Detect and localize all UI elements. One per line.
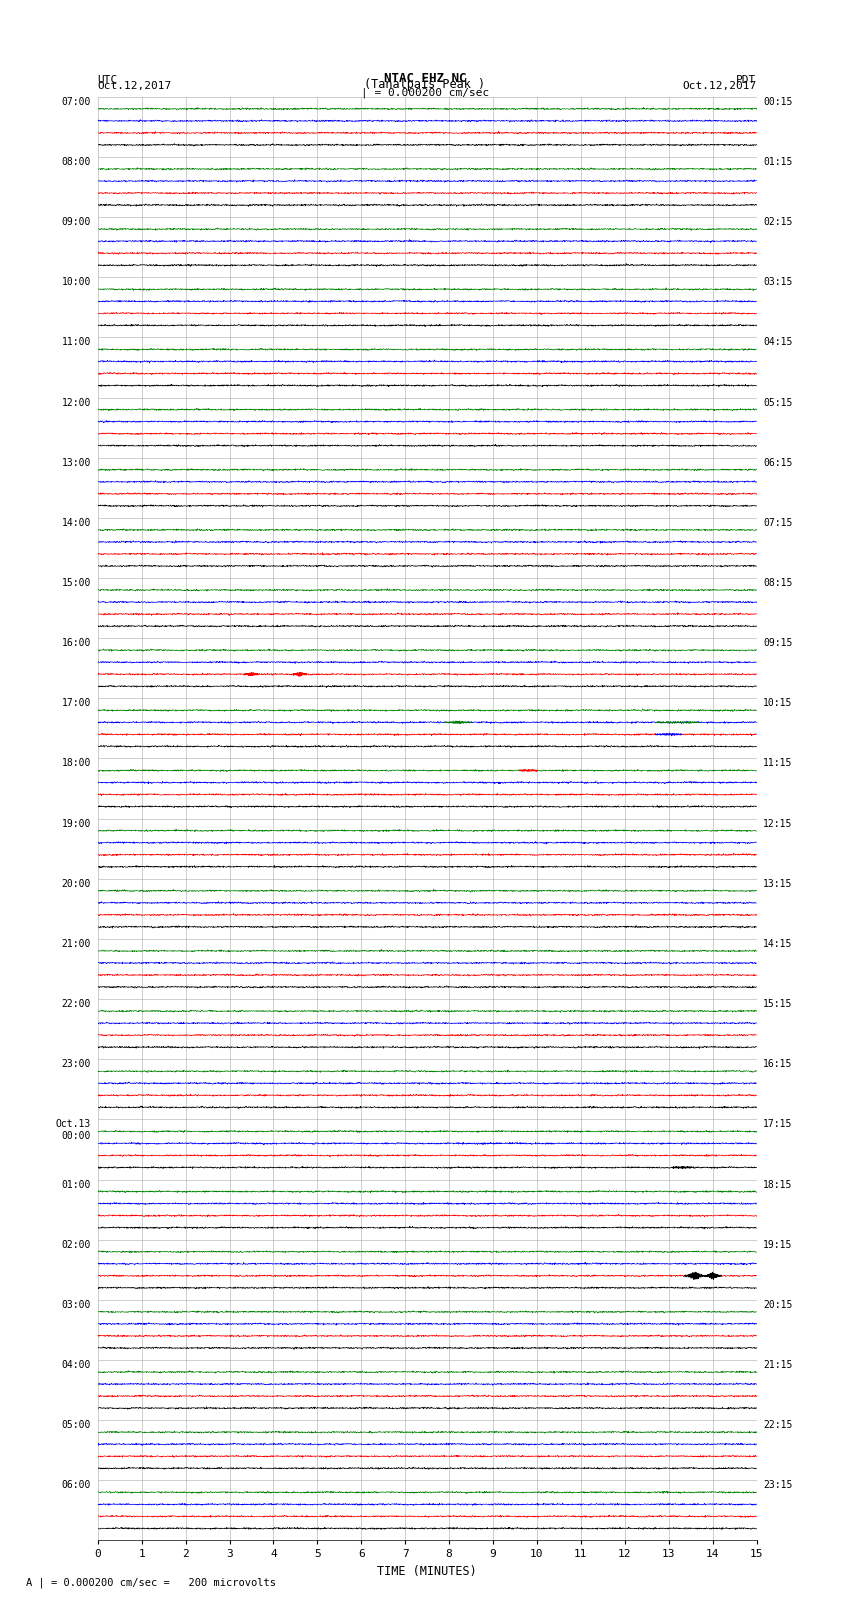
X-axis label: TIME (MINUTES): TIME (MINUTES): [377, 1565, 477, 1578]
Text: 17:00: 17:00: [62, 698, 91, 708]
Text: 16:00: 16:00: [62, 639, 91, 648]
Text: A | = 0.000200 cm/sec =   200 microvolts: A | = 0.000200 cm/sec = 200 microvolts: [26, 1578, 275, 1589]
Text: 15:15: 15:15: [763, 998, 792, 1010]
Text: 01:15: 01:15: [763, 156, 792, 166]
Text: NTAC EHZ NC: NTAC EHZ NC: [383, 71, 467, 84]
Text: 04:00: 04:00: [62, 1360, 91, 1369]
Text: 14:15: 14:15: [763, 939, 792, 948]
Text: 02:15: 02:15: [763, 218, 792, 227]
Text: 23:15: 23:15: [763, 1481, 792, 1490]
Text: 19:00: 19:00: [62, 819, 91, 829]
Text: 21:00: 21:00: [62, 939, 91, 948]
Text: 14:00: 14:00: [62, 518, 91, 527]
Text: 05:15: 05:15: [763, 397, 792, 408]
Text: | = 0.000200 cm/sec: | = 0.000200 cm/sec: [361, 87, 489, 97]
Text: 18:00: 18:00: [62, 758, 91, 768]
Text: 23:00: 23:00: [62, 1060, 91, 1069]
Text: 03:00: 03:00: [62, 1300, 91, 1310]
Text: 10:15: 10:15: [763, 698, 792, 708]
Text: 11:15: 11:15: [763, 758, 792, 768]
Text: 01:00: 01:00: [62, 1179, 91, 1189]
Text: 08:00: 08:00: [62, 156, 91, 166]
Text: 11:00: 11:00: [62, 337, 91, 347]
Text: 09:15: 09:15: [763, 639, 792, 648]
Text: 10:00: 10:00: [62, 277, 91, 287]
Text: 18:15: 18:15: [763, 1179, 792, 1189]
Text: 08:15: 08:15: [763, 577, 792, 589]
Text: 06:15: 06:15: [763, 458, 792, 468]
Text: 15:00: 15:00: [62, 577, 91, 589]
Text: 13:15: 13:15: [763, 879, 792, 889]
Text: 04:15: 04:15: [763, 337, 792, 347]
Text: 16:15: 16:15: [763, 1060, 792, 1069]
Text: 06:00: 06:00: [62, 1481, 91, 1490]
Text: 20:00: 20:00: [62, 879, 91, 889]
Text: 12:15: 12:15: [763, 819, 792, 829]
Text: 07:00: 07:00: [62, 97, 91, 106]
Text: 22:00: 22:00: [62, 998, 91, 1010]
Text: 19:15: 19:15: [763, 1240, 792, 1250]
Text: 22:15: 22:15: [763, 1419, 792, 1431]
Text: Oct.12,2017: Oct.12,2017: [683, 81, 756, 90]
Text: 17:15: 17:15: [763, 1119, 792, 1129]
Text: 02:00: 02:00: [62, 1240, 91, 1250]
Text: 20:15: 20:15: [763, 1300, 792, 1310]
Text: 21:15: 21:15: [763, 1360, 792, 1369]
Text: 05:00: 05:00: [62, 1419, 91, 1431]
Text: 03:15: 03:15: [763, 277, 792, 287]
Text: (Tanalpais Peak ): (Tanalpais Peak ): [365, 77, 485, 90]
Text: 07:15: 07:15: [763, 518, 792, 527]
Text: UTC: UTC: [98, 74, 118, 84]
Text: 13:00: 13:00: [62, 458, 91, 468]
Text: Oct.13
00:00: Oct.13 00:00: [56, 1119, 91, 1140]
Text: PDT: PDT: [736, 74, 756, 84]
Text: 12:00: 12:00: [62, 397, 91, 408]
Text: 09:00: 09:00: [62, 218, 91, 227]
Text: 00:15: 00:15: [763, 97, 792, 106]
Text: Oct.12,2017: Oct.12,2017: [98, 81, 172, 90]
